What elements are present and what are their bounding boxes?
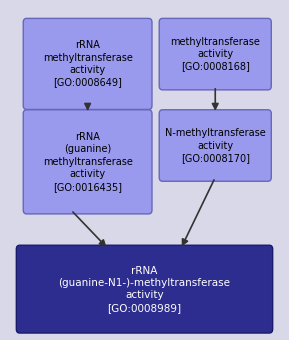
FancyBboxPatch shape [159,110,271,181]
Text: rRNA
(guanine-N1-)-methyltransferase
activity
[GO:0008989]: rRNA (guanine-N1-)-methyltransferase act… [58,266,231,313]
Text: N-methyltransferase
activity
[GO:0008170]: N-methyltransferase activity [GO:0008170… [165,128,266,163]
Text: rRNA
(guanine)
methyltransferase
activity
[GO:0016435]: rRNA (guanine) methyltransferase activit… [43,132,133,192]
FancyBboxPatch shape [23,18,152,109]
FancyBboxPatch shape [23,110,152,214]
Text: methyltransferase
activity
[GO:0008168]: methyltransferase activity [GO:0008168] [170,37,260,71]
FancyBboxPatch shape [159,18,271,90]
FancyBboxPatch shape [16,245,273,333]
Text: rRNA
methyltransferase
activity
[GO:0008649]: rRNA methyltransferase activity [GO:0008… [43,40,133,87]
